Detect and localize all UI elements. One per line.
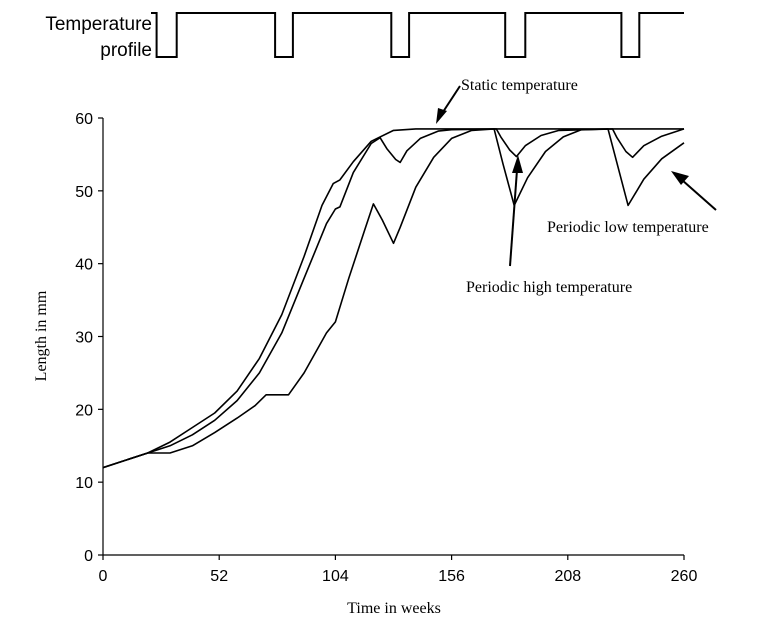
x-tick-label: 104 [322,568,349,585]
y-axis-ticks: 0 10 20 30 40 50 60 [75,111,103,565]
y-tick-label: 20 [75,402,93,419]
x-tick-label: 260 [671,568,698,585]
x-tick-label: 208 [554,568,581,585]
x-tick-label: 0 [99,568,108,585]
y-tick-label: 50 [75,184,93,201]
arrow-high-line [509,169,518,267]
y-tick-label: 60 [75,111,93,128]
annotation-periodic-high-temperature: Periodic high temperature [466,279,632,296]
arrow-low-head [671,171,689,185]
annotation-static-temperature: Static temperature [461,77,578,94]
x-tick-label: 52 [210,568,228,585]
series-lines [102,128,685,469]
profile-label-line2: profile [100,40,152,61]
annotations: Static temperature Periodic high tempera… [436,77,717,296]
arrow-low-line [681,179,717,211]
arrow-static-head [436,108,447,124]
arrow-high-head [512,155,523,173]
x-axis-ticks: 0 52 104 156 208 260 [99,555,698,585]
y-tick-label: 30 [75,330,93,347]
temperature-profile: Temperature profile [45,12,684,61]
profile-label-line1: Temperature [45,14,152,35]
y-tick-label: 40 [75,257,93,274]
series-line-periodic-low-temperature [102,128,685,469]
series-line-periodic-high-temperature [102,128,685,469]
temperature-profile-line [151,12,684,58]
y-tick-label: 0 [84,548,93,565]
x-axis-label: Time in weeks [347,600,441,617]
y-tick-label: 10 [75,475,93,492]
annotation-periodic-low-temperature: Periodic low temperature [547,219,709,236]
series-line-static-temperature [102,128,684,469]
x-tick-label: 156 [438,568,465,585]
y-axis-label: Length in mm [33,290,50,381]
